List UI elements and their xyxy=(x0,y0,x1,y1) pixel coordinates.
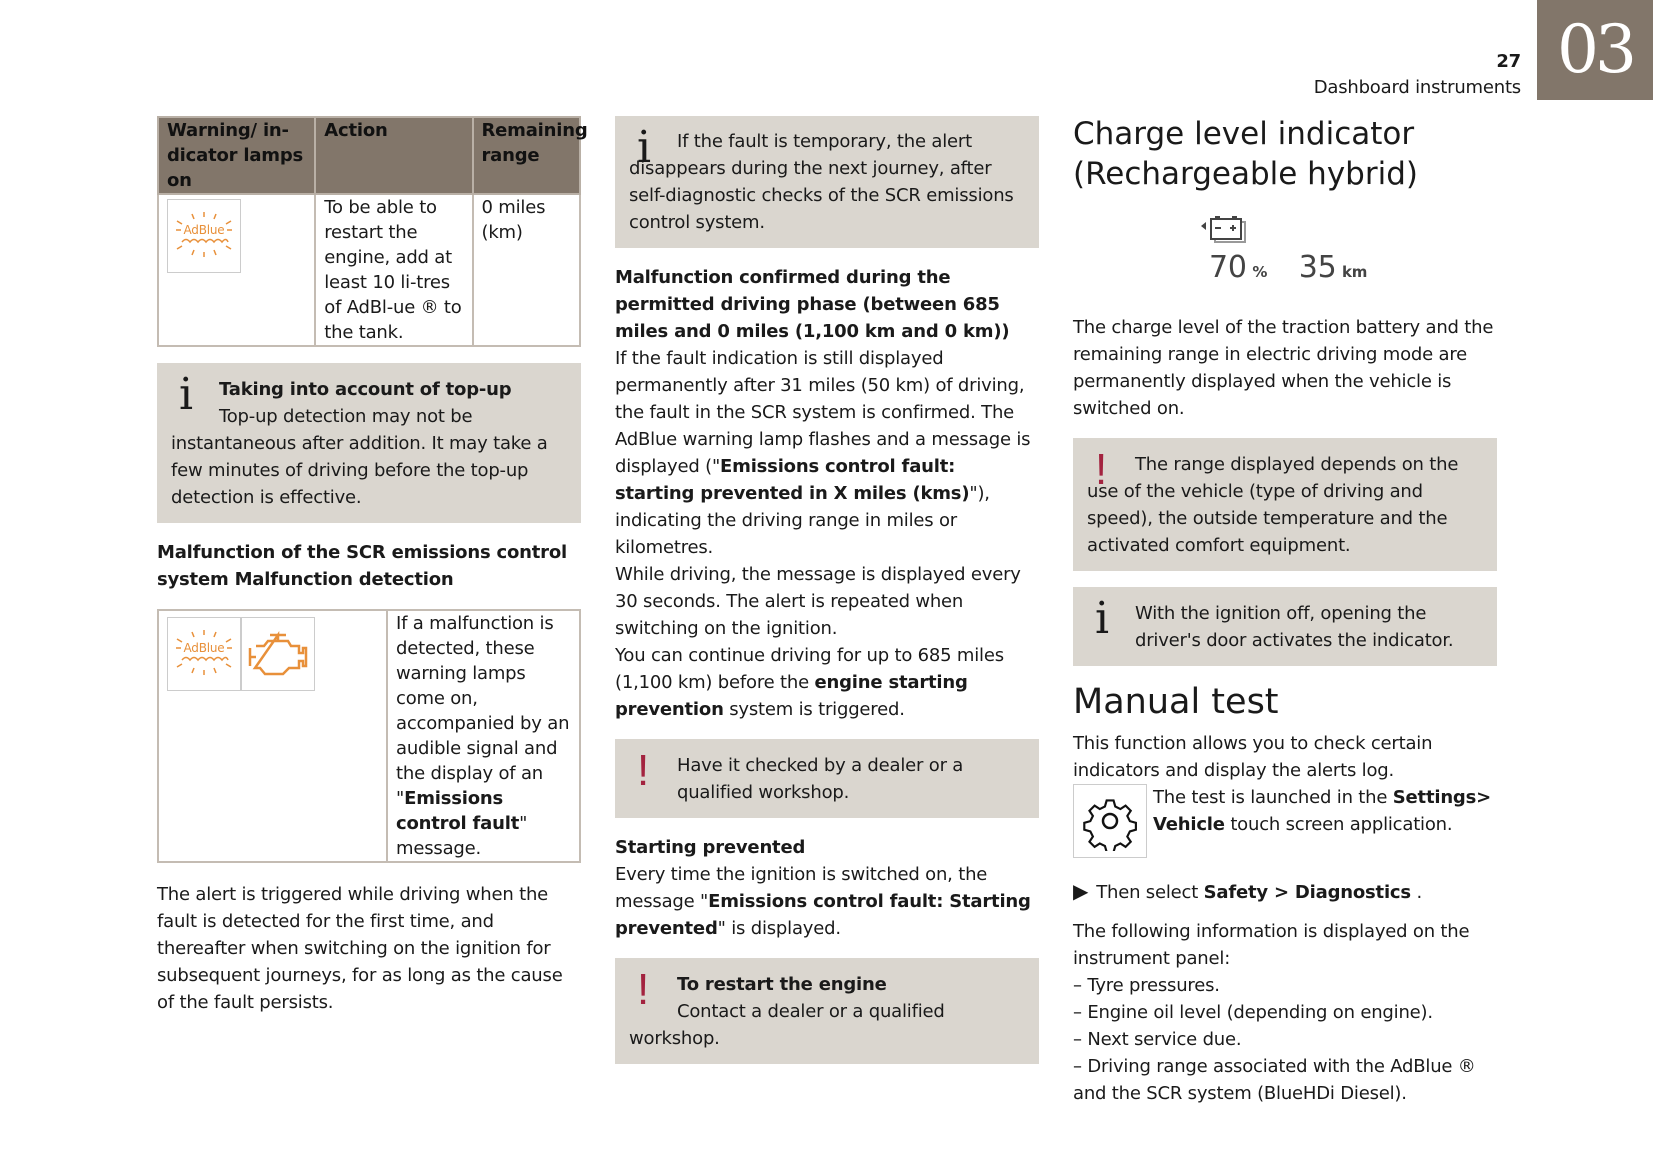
info-box-ignition: i With the ignition off, opening the dri… xyxy=(1073,587,1497,666)
text-segment: Every time the ignition is switched on, … xyxy=(615,864,988,912)
step-label: Then select Safety > Diagnostics . xyxy=(1096,882,1422,903)
list-item: – Engine oil level (depending on engine)… xyxy=(1073,1002,1433,1023)
text-segment: . xyxy=(1410,882,1422,903)
th-lamps: Warning/ in-dicator lamps on xyxy=(156,116,317,195)
info-box-topup: i Taking into account of top-up Top-up d… xyxy=(157,363,581,523)
text-segment: Emissions control fault: Starting preven… xyxy=(615,891,1031,939)
body-text: The charge level of the traction battery… xyxy=(1073,317,1494,419)
body-text: This function allows you to check certai… xyxy=(1073,733,1433,781)
body-text: While driving, the message is displayed … xyxy=(615,564,1021,639)
adblue-warning-icon: AdBlue xyxy=(167,617,241,691)
body-text: You can continue driving for up to 685 m… xyxy=(615,642,1039,723)
th-action: Action xyxy=(314,116,474,195)
battery-icon xyxy=(1201,216,1246,243)
text-segment: Then select xyxy=(1096,882,1204,903)
range-value: 35 xyxy=(1298,250,1337,285)
charge-unit: % xyxy=(1252,263,1268,281)
section-heading: Malfunction confirmed during the permitt… xyxy=(615,267,1010,342)
action-cell: To be able to restart the engine, add at… xyxy=(314,193,474,347)
warning-box-restart: ! To restart the engine Contact a dealer… xyxy=(615,958,1039,1064)
charge-display: 70 % 35 km xyxy=(1201,214,1497,314)
column-3: Charge level indicator (Rechargeable hyb… xyxy=(1073,116,1497,1107)
section-heading: Starting prevented xyxy=(615,837,806,858)
warning-box-range: ! The range displayed depends on the use… xyxy=(1073,438,1497,571)
info-text: If the fault is temporary, the alert dis… xyxy=(629,131,1014,233)
warning-icon: ! xyxy=(1095,445,1108,494)
text-segment: If the fault indication is still display… xyxy=(615,348,1031,477)
malfunction-table: AdBlue If a malfunction is detected, the… xyxy=(157,609,581,863)
alert-paragraph: The alert is triggered while driving whe… xyxy=(157,884,563,1013)
list-item: – Driving range associated with the AdBl… xyxy=(1073,1056,1476,1104)
text-segment: touch screen application. xyxy=(1224,814,1453,835)
body-text: If the fault indication is still display… xyxy=(615,345,1039,561)
warning-text: Contact a dealer or a qualified workshop… xyxy=(629,1001,945,1049)
info-text: With the ignition off, opening the drive… xyxy=(1135,603,1454,651)
text-segment: The test is launched in the xyxy=(1153,787,1393,808)
text-segment: Settings> Vehicle xyxy=(1153,787,1492,835)
list-item: – Tyre pressures. xyxy=(1073,975,1220,996)
engine-warning-icon xyxy=(241,617,315,691)
range-cell: 0 miles (km) xyxy=(471,193,581,347)
text-segment: You can continue driving for up to 685 m… xyxy=(615,645,1004,693)
step-text: ▶ Then select Safety > Diagnostics . xyxy=(1073,878,1497,906)
section-heading: Malfunction of the SCR emissions control… xyxy=(157,542,567,590)
body-text: Every time the ignition is switched on, … xyxy=(615,861,1039,942)
text-segment: Safety > Diagnostics xyxy=(1203,882,1412,903)
warning-text: The range displayed depends on the use o… xyxy=(1087,454,1459,556)
warning-icon: ! xyxy=(637,746,650,795)
warning-icon: ! xyxy=(637,965,650,1014)
text-segment: If a malfunction is detected, these warn… xyxy=(396,613,570,809)
info-icon: i xyxy=(179,369,193,420)
list-item: – Next service due. xyxy=(1073,1029,1242,1050)
warning-title: To restart the engine xyxy=(677,974,887,995)
text-segment: Emissions control fault: starting preven… xyxy=(615,456,970,504)
range-unit: km xyxy=(1342,263,1368,281)
chapter-tab: 03 xyxy=(1537,0,1653,100)
column-2: i If the fault is temporary, the alert d… xyxy=(615,116,1039,1080)
settings-row: The test is launched in the Settings> Ve… xyxy=(1073,784,1497,858)
text-segment: Emissions control fault xyxy=(396,788,520,834)
text-segment: "), indicating the driving range in mile… xyxy=(615,483,990,558)
section-title-manual-test: Manual test xyxy=(1073,682,1279,722)
settings-text: The test is launched in the Settings> Ve… xyxy=(1153,784,1497,858)
text-segment: " is displayed. xyxy=(717,918,841,939)
text-segment: engine starting prevention xyxy=(615,672,968,720)
body-text: The following information is displayed o… xyxy=(1073,921,1470,969)
settings-gear-icon xyxy=(1073,784,1147,858)
info-text: Top-up detection may not be instantaneou… xyxy=(171,406,548,508)
text-segment: " message. xyxy=(396,813,528,859)
adblue-warning-icon: AdBlue xyxy=(167,199,241,273)
arrow-icon: ▶ xyxy=(1073,879,1089,903)
info-title: Taking into account of top-up xyxy=(219,379,512,400)
charge-value: 70 xyxy=(1209,250,1247,285)
text-segment: system is triggered. xyxy=(723,699,905,720)
th-range: Remaining range xyxy=(471,116,588,195)
section-title: Dashboard instruments xyxy=(1313,77,1521,98)
malfunction-text: If a malfunction is detected, these warn… xyxy=(386,609,581,863)
section-title-charge: Charge level indicator (Rechargeable hyb… xyxy=(1073,116,1418,192)
info-icon: i xyxy=(637,122,651,173)
svg-text:AdBlue: AdBlue xyxy=(184,641,225,655)
adblue-table: Warning/ in-dicator lamps on Action Rema… xyxy=(156,116,588,347)
info-box-temporary: i If the fault is temporary, the alert d… xyxy=(615,116,1039,248)
page-number: 27 xyxy=(1496,51,1521,72)
warning-text: Have it checked by a dealer or a qualifi… xyxy=(677,755,964,803)
warning-box-dealer: ! Have it checked by a dealer or a quali… xyxy=(615,739,1039,818)
column-1: Warning/ in-dicator lamps on Action Rema… xyxy=(156,116,588,1016)
info-list: – Tyre pressures. – Engine oil level (de… xyxy=(1073,972,1497,1107)
svg-text:AdBlue: AdBlue xyxy=(184,223,225,237)
info-icon: i xyxy=(1095,593,1109,644)
